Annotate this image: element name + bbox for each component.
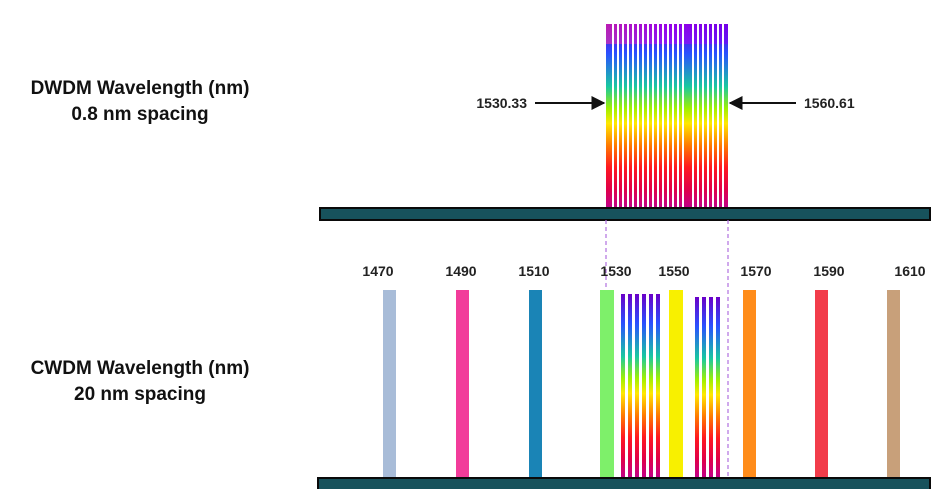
dwdm-spacing: 0.8 nm spacing — [71, 104, 209, 125]
dwdm-subchannel — [628, 294, 632, 478]
dwdm-separator — [697, 24, 699, 208]
cwdm-channel-1470 — [383, 290, 396, 478]
dwdm-subchannel — [695, 297, 699, 478]
dwdm-separator — [667, 24, 669, 208]
cwdm-channel-1530 — [600, 290, 614, 478]
dwdm-separator — [627, 24, 629, 208]
cwdm-spacing: 20 nm spacing — [74, 384, 206, 405]
dwdm-subchannel — [642, 294, 646, 478]
cwdm-label: CWDM Wavelength (nm) 20 nm spacing — [0, 356, 280, 408]
cwdm-label-1550: 1550 — [658, 263, 689, 279]
cwdm-label-1530: 1530 — [600, 263, 631, 279]
cwdm-channel-1570 — [743, 290, 756, 478]
dwdm-separator — [622, 24, 624, 208]
dwdm-separator — [672, 24, 674, 208]
dwdm-separator — [707, 24, 709, 208]
dwdm-label: DWDM Wavelength (nm) 0.8 nm spacing — [0, 76, 280, 128]
dwdm-separator — [652, 24, 654, 208]
dwdm-subchannel — [649, 294, 653, 478]
dwdm-separator — [682, 24, 684, 208]
cwdm-label-1470: 1470 — [362, 263, 393, 279]
dwdm-spectrum — [606, 24, 728, 208]
dwdm-subchannel — [716, 297, 720, 478]
dwdm-channel-separators — [612, 24, 724, 208]
dwdm-subchannel — [702, 297, 706, 478]
cwdm-channel-1610 — [887, 290, 900, 478]
cwdm-title: CWDM Wavelength (nm) — [30, 358, 250, 379]
dwdm-separator — [617, 24, 619, 208]
cwdm-channel-1590 — [815, 290, 828, 478]
dwdm-subchannel — [656, 294, 660, 478]
dwdm-separator — [642, 24, 644, 208]
dwdm-separator — [662, 24, 664, 208]
cwdm-channel-bars — [383, 290, 900, 478]
dwdm-separator — [612, 24, 614, 208]
cwdm-label-1590: 1590 — [813, 263, 844, 279]
dwdm-separator — [702, 24, 704, 208]
dwdm-end-wavelength: 1560.61 — [804, 95, 855, 111]
dwdm-fiber-bar — [319, 207, 931, 221]
dwdm-subchannel — [621, 294, 625, 478]
cwdm-channel-1490 — [456, 290, 469, 478]
dwdm-subchannels-1550-1570 — [695, 297, 720, 478]
dwdm-separator — [692, 24, 694, 208]
dwdm-subchannel — [635, 294, 639, 478]
dwdm-start-wavelength: 1530.33 — [476, 95, 527, 111]
dwdm-separator — [657, 24, 659, 208]
dwdm-separator — [637, 24, 639, 208]
cwdm-channel-1510 — [529, 290, 542, 478]
cwdm-fiber-bar — [317, 477, 931, 489]
cwdm-channel-1550 — [669, 290, 683, 478]
dwdm-separator — [647, 24, 649, 208]
dwdm-title: DWDM Wavelength (nm) — [30, 78, 250, 99]
dwdm-subchannel — [709, 297, 713, 478]
cwdm-label-1510: 1510 — [518, 263, 549, 279]
cwdm-label-1490: 1490 — [445, 263, 476, 279]
dwdm-separator — [632, 24, 634, 208]
dwdm-separator — [722, 24, 724, 208]
cwdm-label-1610: 1610 — [894, 263, 925, 279]
cwdm-label-1570: 1570 — [740, 263, 771, 279]
cwdm-channel-labels: 1470 1490 1510 1530 1550 1570 1590 1610 — [362, 263, 925, 279]
dwdm-separator — [717, 24, 719, 208]
dwdm-subchannels-1530-1550 — [621, 294, 660, 478]
dwdm-separator — [712, 24, 714, 208]
dwdm-separator — [677, 24, 679, 208]
